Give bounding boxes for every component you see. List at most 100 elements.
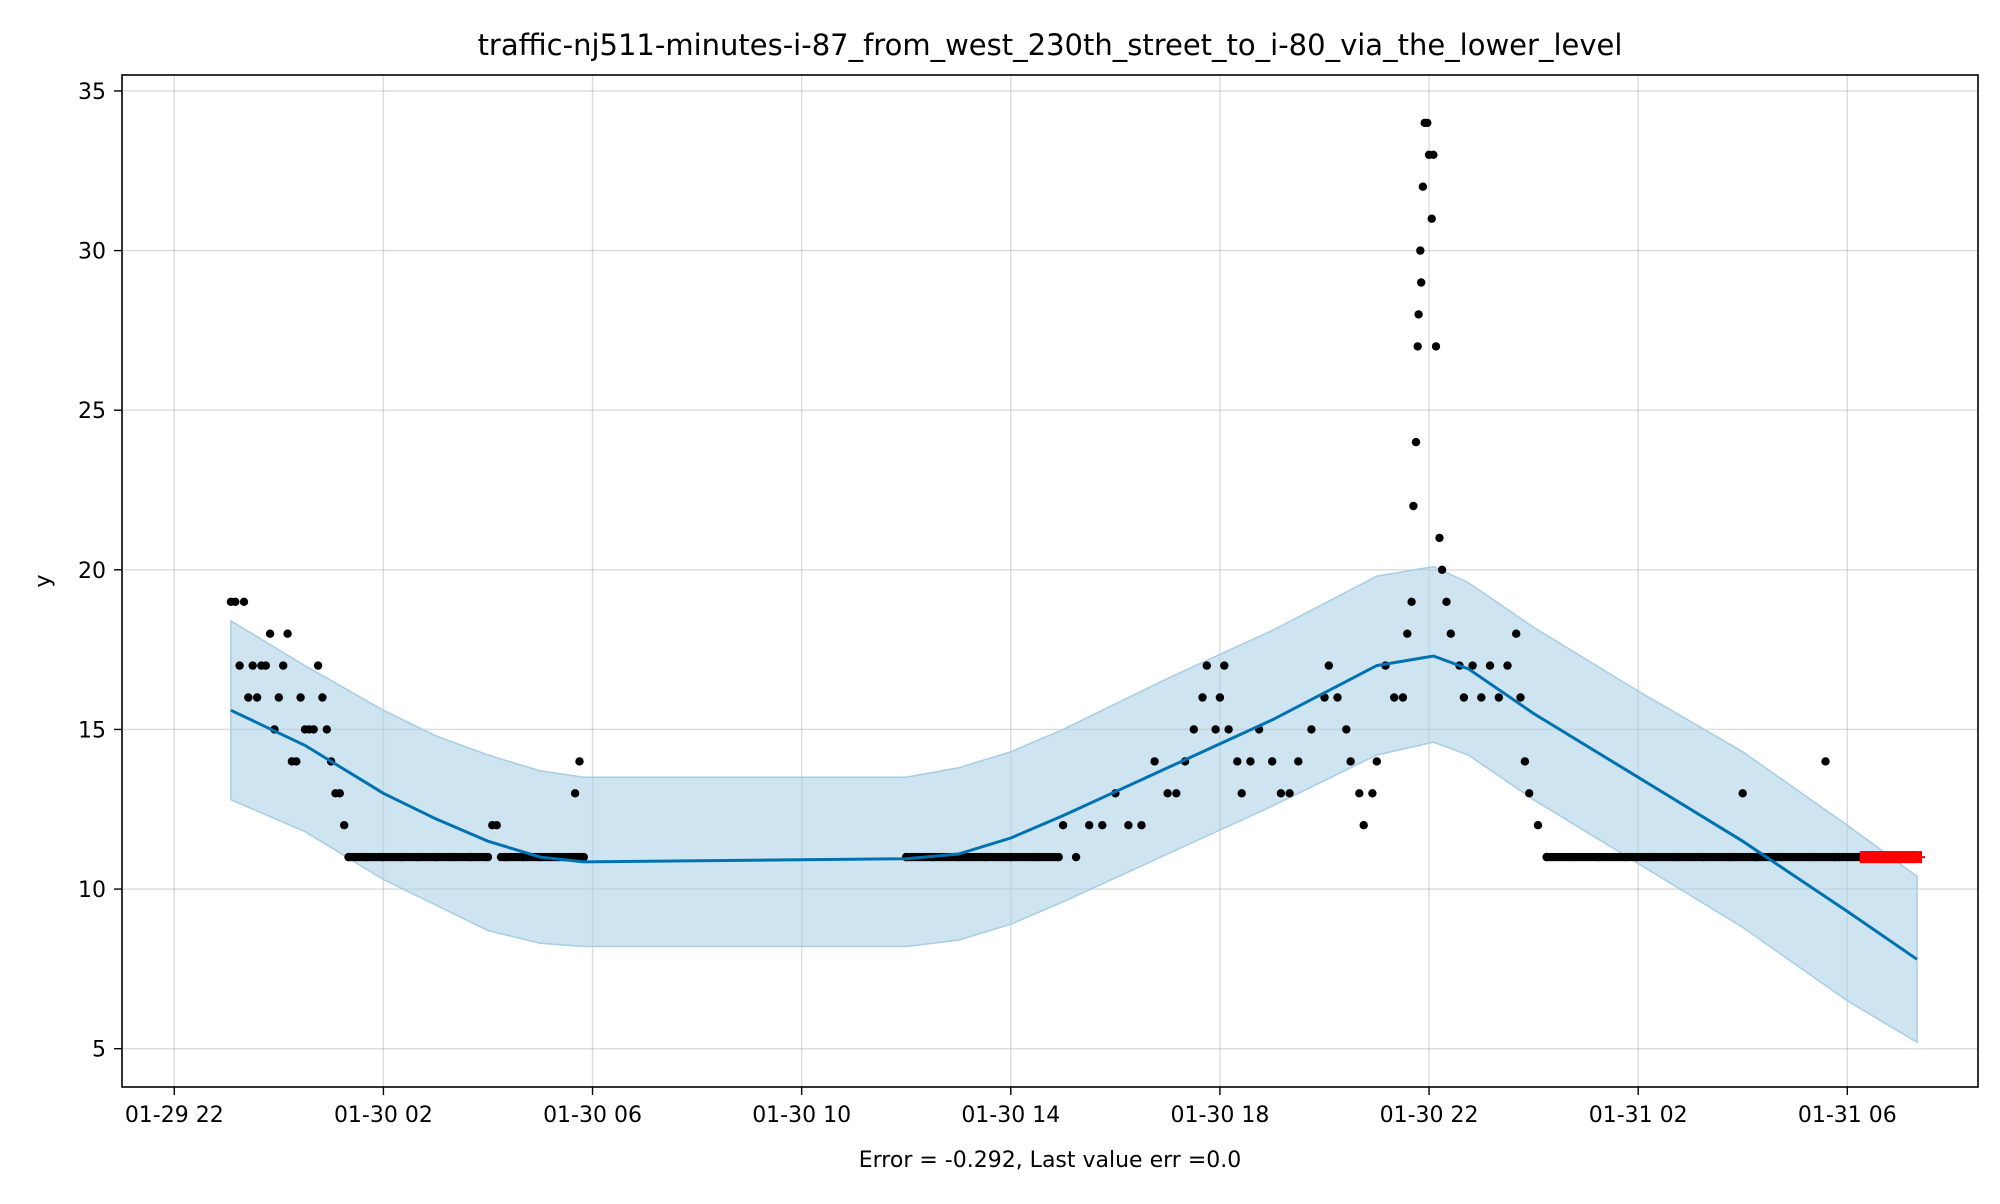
observed-point [1124, 821, 1133, 830]
observed-point [335, 789, 344, 798]
observed-point [466, 852, 475, 862]
observed-point [1163, 789, 1172, 798]
observed-point [1418, 182, 1428, 191]
observed-point [414, 852, 423, 862]
observed-point [1542, 852, 1551, 862]
observed-point [1673, 852, 1682, 862]
y-tick-label: 20 [78, 559, 106, 584]
observed-point [448, 852, 458, 862]
y-axis: 5 10 15 20 25 30 35 [78, 80, 122, 1063]
observed-point [248, 661, 257, 670]
observed-point [292, 757, 301, 766]
observed-point [1403, 629, 1412, 638]
observed-point [1372, 757, 1382, 766]
x-tick-label: 01-30 18 [1170, 1103, 1269, 1128]
observed-point [1233, 757, 1242, 766]
y-axis-label: y [31, 574, 56, 587]
observed-point [1398, 693, 1408, 702]
y-tick-label: 10 [78, 878, 106, 903]
observed-point [1276, 789, 1286, 798]
observed-point [1032, 852, 1042, 862]
observed-point [1725, 852, 1734, 862]
observed-point [1738, 789, 1747, 798]
observed-point [1307, 725, 1316, 734]
observed-point [1516, 693, 1525, 702]
chart-title: traffic-nj511-minutes-i-87_from_west_230… [478, 28, 1623, 62]
observed-point [361, 852, 371, 862]
observed-point [235, 661, 244, 670]
observed-point [239, 597, 249, 606]
observed-point [1268, 757, 1277, 766]
observed-point [1414, 310, 1423, 319]
observed-point [1137, 821, 1146, 830]
x-tick-label: 01-31 02 [1589, 1103, 1688, 1128]
observed-point [1202, 661, 1212, 670]
observed-point [1494, 693, 1504, 702]
observed-point [431, 852, 440, 862]
observed-point [261, 661, 270, 670]
observed-point [1620, 852, 1630, 862]
observed-point [1294, 757, 1303, 766]
observed-point [318, 693, 327, 702]
y-tick-label: 30 [78, 240, 106, 265]
observed-point [1525, 789, 1534, 798]
observed-point [1342, 725, 1351, 734]
observed-point [1699, 852, 1708, 862]
observed-point [1427, 214, 1436, 223]
observed-point [1821, 757, 1830, 766]
observed-point [1435, 533, 1444, 543]
observed-point [1442, 597, 1451, 606]
observed-point [1098, 821, 1107, 830]
observed-point [1803, 852, 1813, 862]
observed-point [340, 821, 349, 830]
observed-point [1411, 437, 1421, 447]
observed-point [1150, 757, 1159, 766]
observed-point [980, 852, 989, 862]
observed-point [1368, 789, 1377, 798]
observed-point [1333, 693, 1342, 702]
observed-point [570, 789, 580, 798]
observed-point [396, 852, 405, 862]
observed-point [1006, 852, 1015, 862]
observed-point [492, 821, 501, 830]
observed-point [1211, 725, 1220, 734]
observed-point [1533, 821, 1543, 830]
observed-point [1459, 693, 1469, 702]
observed-point [1085, 821, 1094, 830]
observed-point [1520, 757, 1530, 766]
observed-point [1751, 852, 1761, 862]
observed-point [1594, 852, 1604, 862]
observed-point [313, 661, 323, 670]
observed-point [1512, 629, 1521, 638]
observed-point [1468, 661, 1477, 670]
uncertainty-band [230, 565, 1918, 1044]
future-point [1912, 851, 1922, 864]
observed-point [1224, 725, 1233, 734]
observed-point [1215, 693, 1225, 702]
observed-point [483, 852, 493, 862]
observed-point [1446, 629, 1456, 638]
uncertainty-band-area [230, 565, 1918, 1044]
observed-point [1220, 661, 1229, 670]
x-tick-label: 01-30 14 [961, 1103, 1060, 1128]
observed-point [1647, 852, 1656, 862]
observed-point [1416, 246, 1425, 255]
observed-point [1417, 278, 1426, 287]
observed-point [1429, 150, 1438, 159]
observed-point [1407, 597, 1416, 606]
observed-point [1431, 342, 1441, 351]
observed-point [1423, 118, 1432, 128]
x-axis-label: Error = -0.292, Last value err =0.0 [859, 1148, 1242, 1173]
observed-point [379, 852, 388, 862]
observed-point [501, 852, 510, 862]
x-tick-label: 01-30 10 [752, 1103, 851, 1128]
observed-point [1485, 661, 1495, 670]
x-tick-label: 01-30 22 [1380, 1103, 1479, 1128]
observed-point [344, 852, 353, 862]
observed-point [1324, 661, 1334, 670]
y-tick-label: 35 [78, 80, 106, 105]
observed-point [1409, 501, 1418, 511]
